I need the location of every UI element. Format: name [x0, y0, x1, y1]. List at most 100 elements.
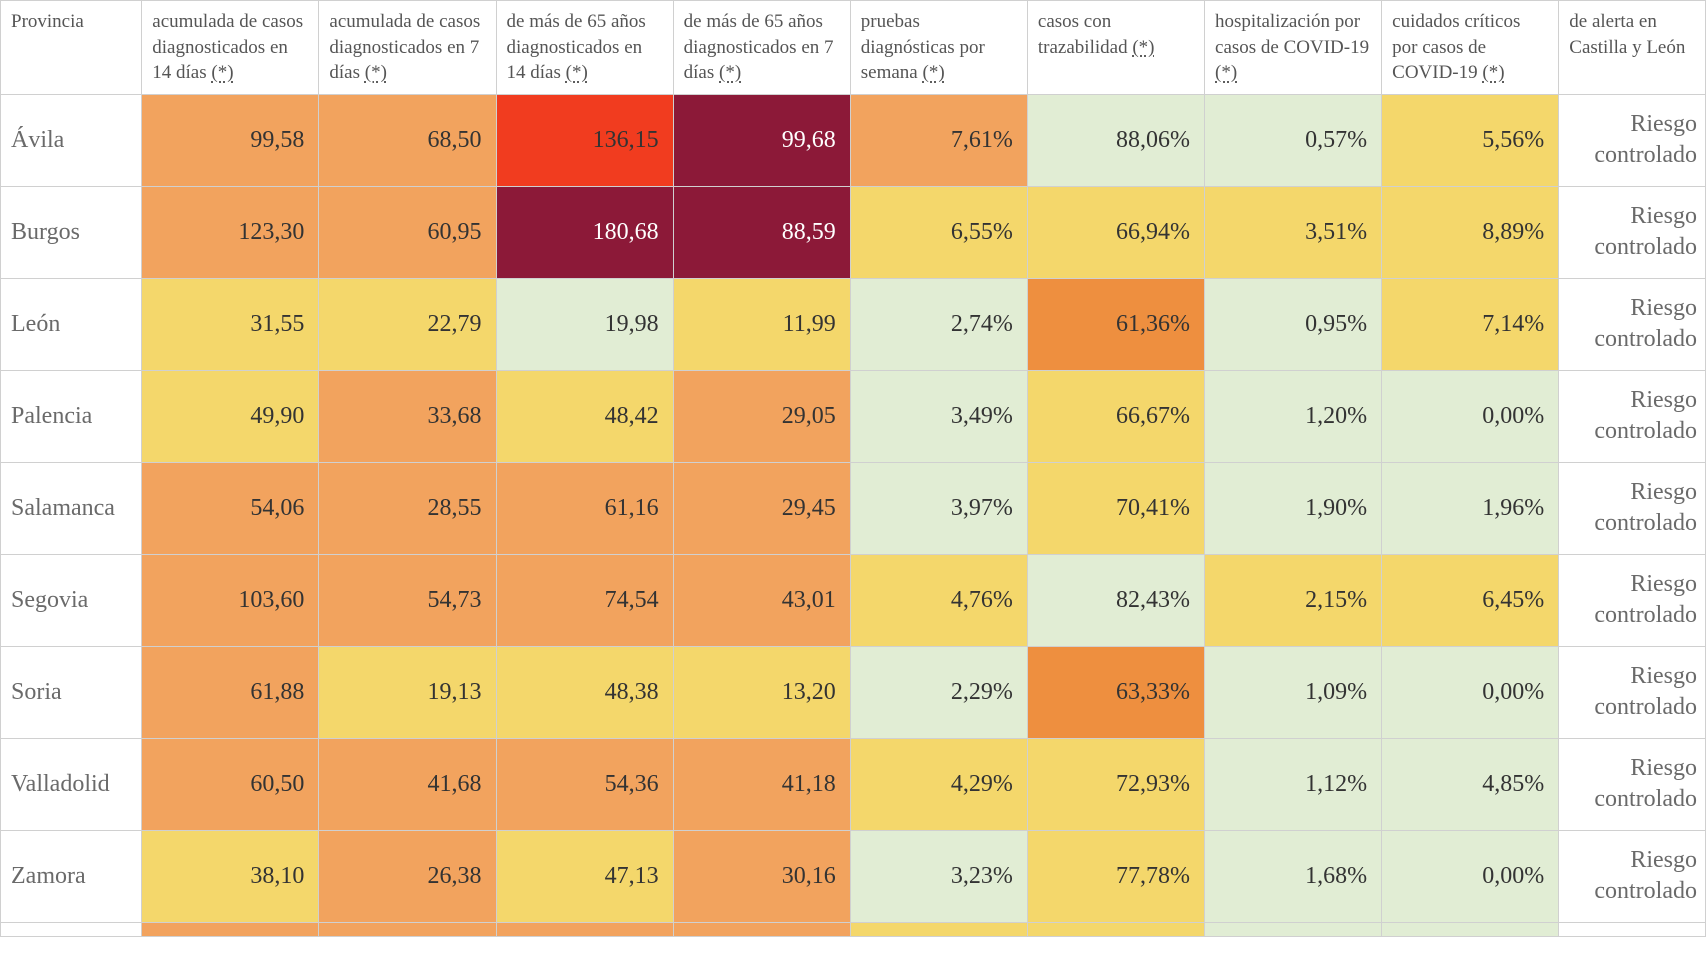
- state-cell: Riesgo controlado: [1559, 370, 1706, 462]
- value-cell: 88,06%: [1027, 94, 1204, 186]
- value-cell: 19,98: [496, 278, 673, 370]
- value-cell: 41,68: [319, 738, 496, 830]
- value-cell: 30,16: [673, 830, 850, 922]
- value-cell: 6,55%: [850, 186, 1027, 278]
- value-cell: 38,10: [142, 830, 319, 922]
- province-cell: Segovia: [1, 554, 142, 646]
- value-cell: 77,78%: [1027, 830, 1204, 922]
- value-cell: 2,15%: [1205, 554, 1382, 646]
- table-row: León31,5522,7919,9811,992,74%61,36%0,95%…: [1, 278, 1706, 370]
- value-cell: 31,55: [142, 278, 319, 370]
- value-cell: 3,51%: [1205, 186, 1382, 278]
- value-cell: 13,20: [673, 646, 850, 738]
- value-cell: 60,50: [142, 738, 319, 830]
- value-cell: 66,67%: [1027, 370, 1204, 462]
- value-cell: 0,95%: [1205, 278, 1382, 370]
- state-cell: Riesgo controlado: [1559, 186, 1706, 278]
- column-header: acumulada de casos diagnosticados en 7 d…: [319, 1, 496, 95]
- value-cell: 99,68: [673, 94, 850, 186]
- value-cell: 0,00%: [1382, 830, 1559, 922]
- column-header: de alerta en Castilla y León: [1559, 1, 1706, 95]
- province-cell: Burgos: [1, 186, 142, 278]
- value-cell: 99,58: [142, 94, 319, 186]
- province-cell: Soria: [1, 646, 142, 738]
- state-cell: Riesgo controlado: [1559, 830, 1706, 922]
- table-row: Segovia103,6054,7374,5443,014,76%82,43%2…: [1, 554, 1706, 646]
- value-cell: 8,89%: [1382, 186, 1559, 278]
- state-cell: Riesgo controlado: [1559, 554, 1706, 646]
- value-cell: 61,88: [142, 646, 319, 738]
- value-cell: 48,42: [496, 370, 673, 462]
- table-row: Zamora38,1026,3847,1330,163,23%77,78%1,6…: [1, 830, 1706, 922]
- province-cell: Ávila: [1, 94, 142, 186]
- column-header: casos con trazabilidad (*): [1027, 1, 1204, 95]
- value-cell: 3,97%: [850, 462, 1027, 554]
- value-cell: 63,33%: [1027, 646, 1204, 738]
- value-cell: 0,00%: [1382, 370, 1559, 462]
- value-cell: 3,23%: [850, 830, 1027, 922]
- value-cell: 61,36%: [1027, 278, 1204, 370]
- value-cell: 82,43%: [1027, 554, 1204, 646]
- value-cell: 74,54: [496, 554, 673, 646]
- value-cell: 68,50: [319, 94, 496, 186]
- value-cell: 22,79: [319, 278, 496, 370]
- table-row: Palencia49,9033,6848,4229,053,49%66,67%1…: [1, 370, 1706, 462]
- value-cell: 4,76%: [850, 554, 1027, 646]
- value-cell: 33,68: [319, 370, 496, 462]
- column-header: de más de 65 años diagnosticados en 7 dí…: [673, 1, 850, 95]
- value-cell: 7,61%: [850, 94, 1027, 186]
- province-cell: Zamora: [1, 830, 142, 922]
- value-cell: 70,41%: [1027, 462, 1204, 554]
- value-cell: 48,38: [496, 646, 673, 738]
- value-cell: 54,73: [319, 554, 496, 646]
- value-cell: 1,96%: [1382, 462, 1559, 554]
- value-cell: 49,90: [142, 370, 319, 462]
- value-cell: 43,01: [673, 554, 850, 646]
- table-row: Soria61,8819,1348,3813,202,29%63,33%1,09…: [1, 646, 1706, 738]
- table-row: Valladolid60,5041,6854,3641,184,29%72,93…: [1, 738, 1706, 830]
- state-cell: Riesgo controlado: [1559, 94, 1706, 186]
- value-cell: 29,05: [673, 370, 850, 462]
- value-cell: 41,18: [673, 738, 850, 830]
- value-cell: 7,14%: [1382, 278, 1559, 370]
- state-cell: Riesgo controlado: [1559, 646, 1706, 738]
- value-cell: 72,93%: [1027, 738, 1204, 830]
- value-cell: 0,57%: [1205, 94, 1382, 186]
- value-cell: 47,13: [496, 830, 673, 922]
- value-cell: 103,60: [142, 554, 319, 646]
- value-cell: 66,94%: [1027, 186, 1204, 278]
- covid-risk-table: Provinciaacumulada de casos diagnosticad…: [0, 0, 1706, 937]
- column-header: acumulada de casos diagnosticados en 14 …: [142, 1, 319, 95]
- value-cell: 6,45%: [1382, 554, 1559, 646]
- value-cell: 180,68: [496, 186, 673, 278]
- value-cell: 28,55: [319, 462, 496, 554]
- column-header: Provincia: [1, 1, 142, 95]
- table-header: Provinciaacumulada de casos diagnosticad…: [1, 1, 1706, 95]
- state-cell: Riesgo controlado: [1559, 462, 1706, 554]
- column-header: de más de 65 años diagnosticados en 14 d…: [496, 1, 673, 95]
- value-cell: 1,90%: [1205, 462, 1382, 554]
- value-cell: 1,12%: [1205, 738, 1382, 830]
- value-cell: 2,29%: [850, 646, 1027, 738]
- value-cell: 60,95: [319, 186, 496, 278]
- value-cell: 11,99: [673, 278, 850, 370]
- value-cell: 1,20%: [1205, 370, 1382, 462]
- value-cell: 54,06: [142, 462, 319, 554]
- value-cell: 1,09%: [1205, 646, 1382, 738]
- province-cell: León: [1, 278, 142, 370]
- table-row: Burgos123,3060,95180,6888,596,55%66,94%3…: [1, 186, 1706, 278]
- table-row: Ávila99,5868,50136,1599,687,61%88,06%0,5…: [1, 94, 1706, 186]
- table-body: Ávila99,5868,50136,1599,687,61%88,06%0,5…: [1, 94, 1706, 936]
- table-row: Salamanca54,0628,5561,1629,453,97%70,41%…: [1, 462, 1706, 554]
- value-cell: 0,00%: [1382, 646, 1559, 738]
- value-cell: 88,59: [673, 186, 850, 278]
- value-cell: 61,16: [496, 462, 673, 554]
- value-cell: 5,56%: [1382, 94, 1559, 186]
- value-cell: 19,13: [319, 646, 496, 738]
- state-cell: Riesgo controlado: [1559, 738, 1706, 830]
- province-cell: Salamanca: [1, 462, 142, 554]
- value-cell: 3,49%: [850, 370, 1027, 462]
- value-cell: 26,38: [319, 830, 496, 922]
- value-cell: 136,15: [496, 94, 673, 186]
- column-header: hospitalización por casos de COVID-19 (*…: [1205, 1, 1382, 95]
